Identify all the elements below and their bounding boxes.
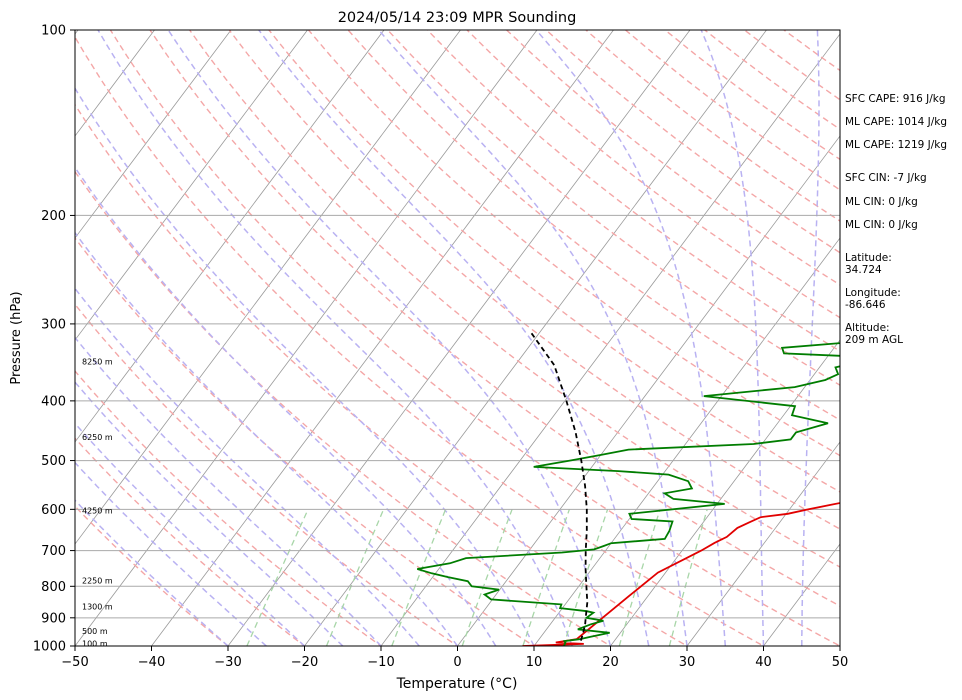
x-tick-label: 50 <box>832 655 849 670</box>
dry-adiabat-line <box>466 30 840 319</box>
height-label: 500 m <box>82 627 108 636</box>
dry-adiabat-line <box>75 103 689 646</box>
height-label: 4250 m <box>82 507 113 516</box>
moist-adiabat-line <box>97 30 573 646</box>
dry-adiabat-line <box>75 505 230 646</box>
moist-adiabat-line <box>75 380 344 646</box>
isotherm-line <box>763 543 840 646</box>
moist-adiabat-line <box>75 231 459 646</box>
y-tick-label: 200 <box>41 209 66 224</box>
sounding-info-item: ML CIN: 0 J/kg <box>845 196 918 208</box>
moist-adiabat-line <box>75 461 267 646</box>
sounding-profile-line <box>530 332 589 641</box>
height-label: 2250 m <box>82 577 113 586</box>
sounding-info-item: Longitude: -86.646 <box>845 287 901 311</box>
sounding-series <box>417 332 840 646</box>
mixing-ratio-line <box>668 509 708 646</box>
height-labels: 8250 m 6250 m 4250 m 2250 m 1300 m 500 m 100 m <box>82 357 113 648</box>
plot-frame <box>74 29 841 647</box>
moist-adiabat-line <box>75 166 497 646</box>
height-label: 100 m <box>82 639 108 648</box>
dry-adiabat-line <box>426 30 840 352</box>
y-tick-label: 700 <box>41 544 66 559</box>
y-tick-label: 800 <box>41 580 66 595</box>
pressure-gridlines <box>75 214 840 619</box>
x-tick-label: −20 <box>291 655 318 670</box>
sounding-info-item: Latitude: 34.724 <box>845 252 892 276</box>
x-tick-label: −10 <box>367 655 394 670</box>
dry-adiabat-line <box>268 30 840 493</box>
isotherm-line <box>686 441 840 646</box>
isotherm-line <box>380 33 840 646</box>
isotherm-line <box>75 30 232 239</box>
dry-adiabat-line <box>75 303 459 646</box>
x-tick-label: −50 <box>61 655 88 670</box>
dry-adiabat-line <box>109 30 840 646</box>
moist-adiabat-line <box>258 30 650 646</box>
isotherm-line <box>75 30 461 545</box>
x-tick-label: 20 <box>602 655 619 670</box>
dry-adiabat-line <box>75 437 306 646</box>
isotherm-line <box>75 30 538 646</box>
isotherm-line <box>303 30 767 646</box>
dry-adiabat-line <box>307 30 840 457</box>
y-tick-label: 400 <box>41 394 66 409</box>
dry-adiabat-line <box>75 35 765 646</box>
y-axis-ticks: 100 200 300 400 500 600 700 800 900 1000 <box>33 24 75 655</box>
x-tick-label: 40 <box>755 655 772 670</box>
dry-adiabat-line <box>347 30 840 421</box>
height-label: 6250 m <box>82 433 113 442</box>
y-tick-label: 500 <box>41 454 66 469</box>
sounding-profile-line <box>417 342 840 646</box>
x-axis-label: Temperature (°C) <box>396 676 518 692</box>
sounding-info-item: ML CAPE: 1219 J/kg <box>845 139 948 151</box>
dry-adiabat-line <box>75 236 536 646</box>
mixing-ratio-line <box>391 509 447 646</box>
y-tick-label: 300 <box>41 317 66 332</box>
isotherm-line <box>227 30 691 646</box>
y-tick-label: 900 <box>41 611 66 626</box>
sounding-info-item: ML CAPE: 1014 J/kg <box>845 116 948 128</box>
x-tick-label: 0 <box>453 655 461 670</box>
sounding-info-item: SFC CIN: -7 J/kg <box>845 172 927 184</box>
moist-adiabat-line <box>75 499 229 646</box>
y-tick-label: 100 <box>41 24 66 39</box>
sounding-info-item: ML CIN: 0 J/kg <box>845 219 918 231</box>
isotherm-line <box>907 16 962 659</box>
x-tick-label: −30 <box>214 655 241 670</box>
moist-adiabat-line <box>75 336 382 646</box>
y-tick-label: 600 <box>41 503 66 518</box>
moist-adiabat-line <box>75 86 535 646</box>
moist-adiabat-line <box>167 30 612 646</box>
moist-adiabat-line <box>535 30 727 646</box>
mixing-ratio-line <box>618 509 661 646</box>
sounding-profile-line <box>522 502 840 646</box>
sounding-info-item: Altitude: 209 m AGL <box>845 322 903 346</box>
x-axis-ticks: −50 −40 −30 −20 −10 0 10 20 30 40 50 <box>61 646 848 670</box>
isotherm-line <box>610 339 840 646</box>
isotherm-line <box>150 30 614 646</box>
y-tick-label: 1000 <box>33 640 66 655</box>
moist-adiabat-line <box>75 422 306 646</box>
isotherm-line <box>75 30 155 137</box>
sounding-info-item: SFC CAPE: 916 J/kg <box>845 93 946 105</box>
dry-adiabat-line <box>75 369 383 646</box>
chart-title: 2024/05/14 23:09 MPR Sounding <box>338 10 577 26</box>
mixing-ratio-line <box>522 509 571 646</box>
x-tick-label: 30 <box>679 655 696 670</box>
height-label: 1300 m <box>82 602 113 611</box>
dry-adiabat-line <box>228 30 840 530</box>
x-tick-label: −40 <box>138 655 165 670</box>
isotherm-line <box>75 30 385 443</box>
y-axis-label: Pressure (hPa) <box>9 291 24 384</box>
height-label: 8250 m <box>82 357 113 366</box>
isotherm-line <box>75 30 308 341</box>
moist-adiabat-line <box>801 30 820 646</box>
dry-adiabat-line <box>75 170 612 646</box>
moist-adiabat-line <box>700 30 765 646</box>
x-tick-label: 10 <box>526 655 543 670</box>
dry-adiabat-line <box>189 30 840 568</box>
background-reference-lines <box>75 16 962 659</box>
